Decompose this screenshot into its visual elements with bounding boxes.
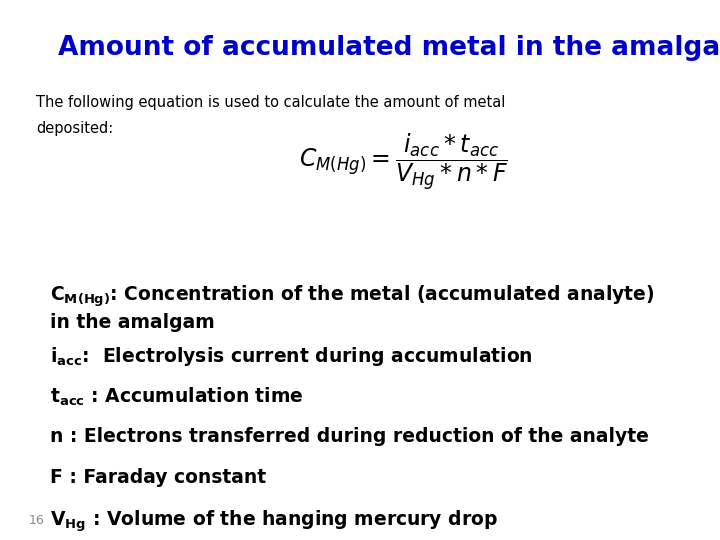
Text: $\mathbf{V_{Hg}}$ : Volume of the hanging mercury drop: $\mathbf{V_{Hg}}$ : Volume of the hangin… [50,509,498,534]
Text: $C_{M(Hg)} = \dfrac{i_{acc} * t_{acc}}{V_{Hg} * n * F}$: $C_{M(Hg)} = \dfrac{i_{acc} * t_{acc}}{V… [299,131,508,193]
Text: $\mathbf{i_{acc}}$:  Electrolysis current during accumulation: $\mathbf{i_{acc}}$: Electrolysis current… [50,345,534,368]
Text: 16: 16 [29,514,45,526]
Text: The following equation is used to calculate the amount of metal: The following equation is used to calcul… [36,94,505,110]
Text: n : Electrons transferred during reduction of the analyte: n : Electrons transferred during reducti… [50,427,649,446]
Text: deposited:: deposited: [36,122,113,137]
Text: $\mathbf{C_{M(Hg)}}$: Concentration of the metal (accumulated analyte): $\mathbf{C_{M(Hg)}}$: Concentration of t… [50,284,655,309]
Text: $\mathbf{t_{acc}}$ : Accumulation time: $\mathbf{t_{acc}}$ : Accumulation time [50,386,304,408]
Text: Amount of accumulated metal in the amalgam: Amount of accumulated metal in the amalg… [58,35,720,61]
Text: in the amalgam: in the amalgam [50,313,215,332]
Text: F : Faraday constant: F : Faraday constant [50,468,266,487]
